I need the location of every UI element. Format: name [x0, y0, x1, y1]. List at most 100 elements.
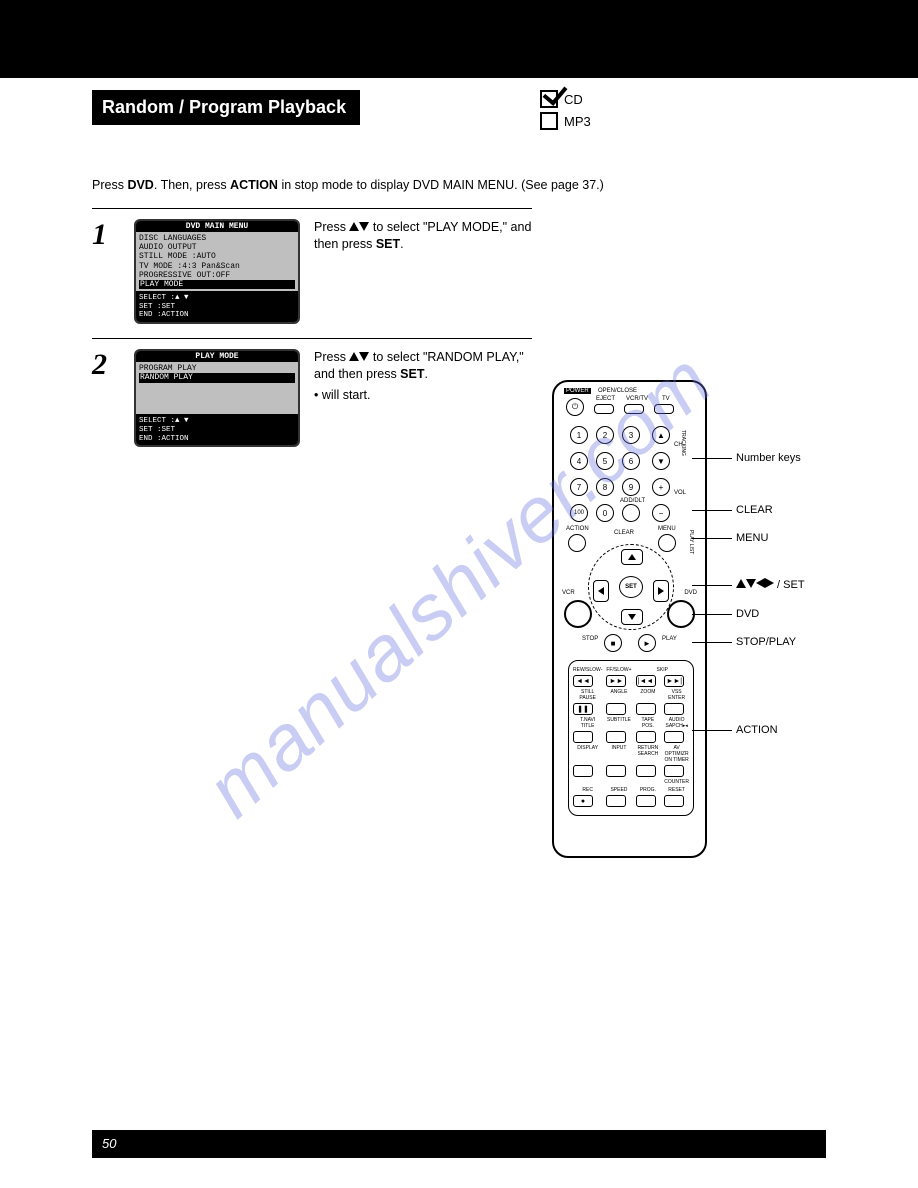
vcr-button[interactable]	[564, 600, 592, 628]
dpad-down-button[interactable]	[621, 609, 643, 625]
ch-down-button[interactable]: ▼	[652, 452, 670, 470]
lbl-zoom: ZOOM	[636, 689, 661, 701]
s2set: SET	[400, 367, 424, 381]
speed-button[interactable]	[606, 795, 626, 807]
input-button[interactable]	[606, 765, 626, 777]
search-button[interactable]	[636, 765, 656, 777]
osd2-f3: END :ACTION	[139, 435, 295, 444]
lbl-eject: EJECT	[596, 396, 615, 402]
add-dlt-button[interactable]	[622, 504, 640, 522]
ff-button[interactable]: ►►	[606, 675, 626, 687]
osd1-f3: END :ACTION	[139, 311, 295, 320]
lbl-angle: ANGLE	[606, 689, 631, 701]
callout-stop-play: STOP/PLAY	[736, 636, 796, 648]
step-1: 1 DVD MAIN MENU DISC LANGUAGES AUDIO OUT…	[92, 219, 532, 324]
s1c: .	[400, 237, 403, 251]
callout-clear: CLEAR	[736, 504, 773, 516]
eject-button[interactable]	[594, 404, 614, 414]
lbl-audio: AUDIOSAPCH▸◂	[664, 717, 689, 729]
reset-button[interactable]	[664, 795, 684, 807]
separator-1	[92, 208, 532, 209]
num-7-button[interactable]: 7	[570, 478, 588, 496]
vcr-tv-button[interactable]	[624, 404, 644, 414]
osd2-f2: SET :SET	[139, 426, 295, 435]
audio-button[interactable]	[664, 731, 684, 743]
menu-button[interactable]	[658, 534, 676, 552]
play-button[interactable]: ►	[638, 634, 656, 652]
num-5-button[interactable]: 5	[596, 452, 614, 470]
leader-clear	[692, 510, 732, 511]
lbl-power: POWER	[564, 388, 591, 394]
intro-mid: . Then, press	[154, 178, 230, 192]
dpad-left-button[interactable]	[593, 580, 609, 602]
lbl-clear: CLEAR	[614, 530, 634, 536]
num-100-button[interactable]: 100	[570, 504, 588, 522]
dpad: SET	[588, 544, 674, 630]
remote-control-diagram: POWER OPEN/CLOSE ⏻ EJECT VCR/TV TV 1 2 3…	[552, 380, 707, 858]
lbl-still-pause: STILL PAUSE	[573, 689, 602, 701]
prog-button[interactable]	[636, 795, 656, 807]
num-9-button[interactable]: 9	[622, 478, 640, 496]
lbl-reset: RESET	[664, 787, 689, 793]
num-3-button[interactable]: 3	[622, 426, 640, 444]
num-0-button[interactable]: 0	[596, 504, 614, 522]
dvd-button[interactable]	[667, 600, 695, 628]
display-button[interactable]	[573, 765, 593, 777]
leader-menu	[692, 538, 732, 539]
lbl-counter: COUNTER	[664, 779, 689, 785]
tv-button[interactable]	[654, 404, 674, 414]
osd1-l3: TV MODE :4:3 Pan&Scan	[139, 262, 295, 271]
dpad-up-button[interactable]	[621, 549, 643, 565]
page-number: 50	[102, 1136, 116, 1151]
title-button[interactable]	[573, 731, 593, 743]
power-button[interactable]: ⏻	[566, 398, 584, 416]
osd1-f1: SELECT :▲ ▼	[139, 294, 295, 303]
angle-button[interactable]	[606, 703, 626, 715]
set-button[interactable]: SET	[619, 576, 643, 598]
zoom-button[interactable]	[636, 703, 656, 715]
osd2-f1: SELECT :▲ ▼	[139, 417, 295, 426]
separator-2	[92, 338, 532, 339]
lbl-open-close: OPEN/CLOSE	[598, 388, 637, 394]
num-6-button[interactable]: 6	[622, 452, 640, 470]
vss-enter-button[interactable]	[664, 703, 684, 715]
leader-numkeys	[692, 458, 732, 459]
s1a: Press	[314, 220, 349, 234]
vol-plus-button[interactable]: +	[652, 478, 670, 496]
lbl-vcrtv: VCR/TV	[626, 396, 648, 402]
skip-back-button[interactable]: |◄◄	[636, 675, 656, 687]
rew-button[interactable]: ◄◄	[573, 675, 593, 687]
stop-button[interactable]: ■	[604, 634, 622, 652]
step-2-text: Press to select "RANDOM PLAY," and then …	[314, 349, 532, 447]
intro-post: in stop mode to display DVD MAIN MENU. (…	[278, 178, 604, 192]
num-8-button[interactable]: 8	[596, 478, 614, 496]
legend-cd: CD	[564, 92, 583, 107]
pause-button[interactable]: ❚❚	[573, 703, 593, 715]
osd1-l0: DISC LANGUAGES	[139, 234, 295, 243]
lbl-add-dlt: ADD/DLT	[620, 498, 645, 504]
lbl-ff-slow: FF/SLOW+	[606, 667, 631, 673]
num-1-button[interactable]: 1	[570, 426, 588, 444]
skip-fwd-button[interactable]: ►►|	[664, 675, 684, 687]
subtitle-button[interactable]	[606, 731, 626, 743]
ch-up-button[interactable]: ▲	[652, 426, 670, 444]
step-1-number: 1	[92, 219, 120, 324]
rec-button[interactable]: ●	[573, 795, 593, 807]
intro-b1: DVD	[127, 178, 153, 192]
checkbox-mp3-icon	[540, 112, 558, 130]
osd-play-mode: PLAY MODE PROGRAM PLAY RANDOM PLAY SELEC…	[134, 349, 300, 447]
action-button[interactable]	[568, 534, 586, 552]
callout-arrows-set: / SET	[736, 578, 805, 591]
tapepos-button[interactable]	[636, 731, 656, 743]
lbl-menu: MENU	[658, 526, 676, 532]
leader-dvd	[692, 614, 732, 615]
lbl-tv: TV	[662, 396, 670, 402]
step-1-text: Press to select "PLAY MODE," and then pr…	[314, 219, 532, 324]
lbl-speed: SPEED	[606, 787, 631, 793]
osd2-title: PLAY MODE	[136, 351, 298, 362]
ontimer-button[interactable]	[664, 765, 684, 777]
vol-minus-button[interactable]: −	[652, 504, 670, 522]
num-2-button[interactable]: 2	[596, 426, 614, 444]
dpad-right-button[interactable]	[653, 580, 669, 602]
num-4-button[interactable]: 4	[570, 452, 588, 470]
